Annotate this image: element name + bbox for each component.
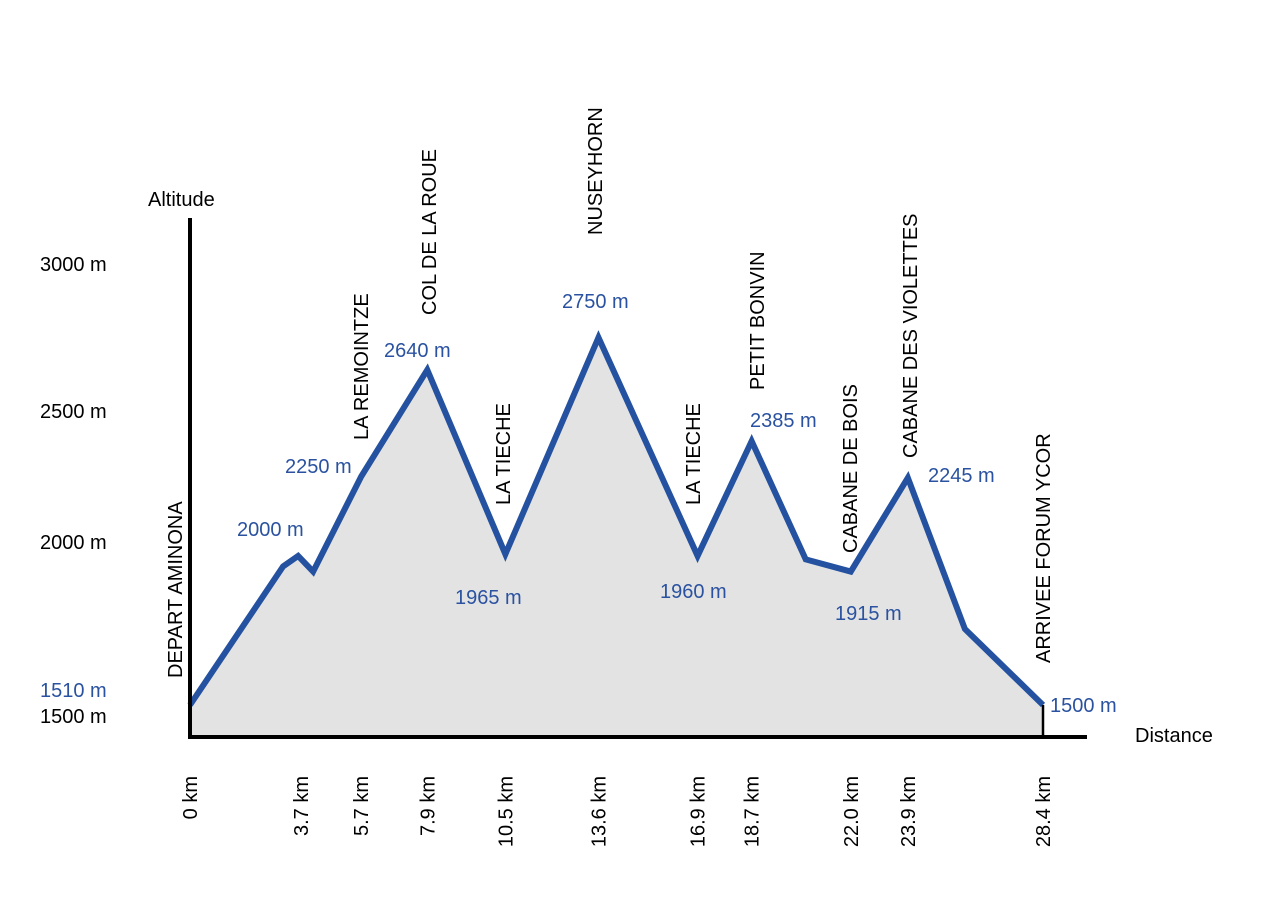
altitude-labels: 1510 m 2000 m 2250 m 2640 m 1965 m 2750 … — [40, 291, 1117, 717]
x-tick-label: 22.0 km — [841, 776, 863, 847]
altitude-label: 2250 m — [285, 456, 352, 478]
x-tick-label: 10.5 km — [495, 776, 517, 847]
waypoint-labels: DEPART AMINONA LA REMOINTZE COL DE LA RO… — [165, 107, 1055, 678]
altitude-label: 1960 m — [660, 581, 727, 603]
x-tick-label: 5.7 km — [351, 776, 373, 836]
x-tick-label: 3.7 km — [291, 776, 313, 836]
y-tick-label: 3000 m — [40, 254, 107, 276]
x-tick-label: 16.9 km — [688, 776, 710, 847]
altitude-label: 1500 m — [1050, 695, 1117, 717]
waypoint-label: PETIT BONVIN — [747, 251, 769, 390]
altitude-label: 1965 m — [455, 587, 522, 609]
waypoint-label: LA REMOINTZE — [351, 293, 373, 440]
waypoint-label: ARRIVEE FORUM YCOR — [1033, 433, 1055, 663]
x-tick-label: 23.9 km — [898, 776, 920, 847]
altitude-label: 2000 m — [237, 519, 304, 541]
y-axis-title: Altitude — [148, 189, 215, 211]
y-tick-label: 2500 m — [40, 401, 107, 423]
y-tick-label: 1500 m — [40, 706, 107, 728]
altitude-label: 1510 m — [40, 680, 107, 702]
waypoint-label: LA TIECHE — [493, 403, 515, 505]
x-tick-label: 0 km — [180, 776, 202, 819]
waypoint-label: COL DE LA ROUE — [419, 149, 441, 315]
altitude-label: 2750 m — [562, 291, 629, 313]
waypoint-label: CABANE DES VIOLETTES — [900, 213, 922, 458]
x-axis-title: Distance — [1135, 725, 1213, 747]
altitude-label: 2245 m — [928, 465, 995, 487]
waypoint-label: LA TIECHE — [683, 403, 705, 505]
altitude-label: 2640 m — [384, 340, 451, 362]
profile-area — [190, 337, 1043, 737]
profile-line — [187, 330, 1046, 708]
waypoint-label: NUSEYHORN — [585, 107, 607, 235]
y-tick-label: 2000 m — [40, 532, 107, 554]
waypoint-label: CABANE DE BOIS — [840, 384, 862, 553]
altitude-label: 2385 m — [750, 410, 817, 432]
altitude-label: 1915 m — [835, 603, 902, 625]
x-tick-label: 13.6 km — [588, 776, 610, 847]
waypoint-label: DEPART AMINONA — [165, 501, 187, 678]
x-tick-label: 18.7 km — [742, 776, 764, 847]
x-tick-label: 28.4 km — [1033, 776, 1055, 847]
x-tick-label: 7.9 km — [417, 776, 439, 836]
